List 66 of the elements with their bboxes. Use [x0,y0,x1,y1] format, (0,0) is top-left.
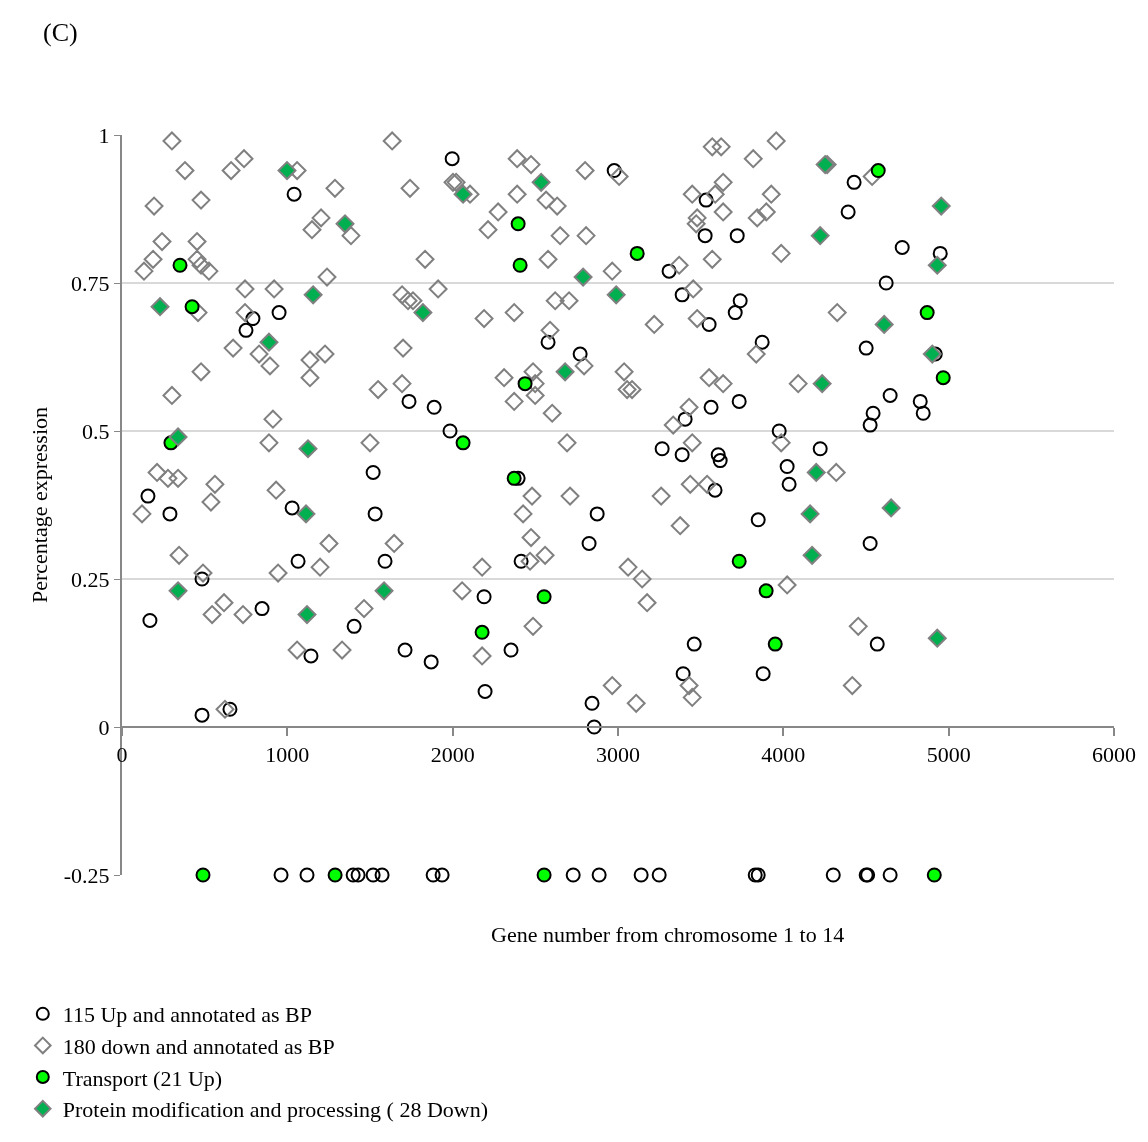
point [931,196,951,216]
point [303,285,323,305]
point [800,504,820,524]
x-tick-label: 3000 [596,742,640,768]
y-tick-label: -0.25 [63,862,110,888]
point [172,257,188,273]
point [758,583,774,599]
x-axis-title: Gene number from chromosome 1 to 14 [491,922,845,947]
point [731,553,747,569]
legend-label: Protein modification and processing ( 28 Down) [62,1097,489,1123]
y-tick-label: 0.75 [71,270,110,296]
point [510,216,526,232]
y-tick-label: 0.25 [71,566,110,592]
point [881,498,901,518]
point [298,439,318,459]
point [874,314,894,334]
point [926,867,942,883]
point [555,362,575,382]
y-tick-label: 1 [98,122,110,148]
x-tick-label: 5000 [926,742,971,768]
point [927,255,947,275]
y-axis-title: Percentage expression [27,406,53,604]
point [413,303,433,323]
point [802,545,822,565]
point [327,867,343,883]
text: (C) [43,18,78,47]
point [474,624,490,640]
point [629,245,645,261]
point [195,867,211,883]
point [517,376,533,392]
point [767,636,783,652]
point [506,470,522,486]
point [919,305,935,321]
legend-label: 180 down and annotated as BP [62,1034,335,1060]
point [259,332,279,352]
point [277,161,297,180]
x-tick-label: 4000 [761,742,806,768]
point [168,427,188,447]
point [335,214,355,234]
point [536,589,552,605]
point [935,370,951,386]
point [536,867,552,883]
point [922,344,942,364]
x-tick-label: 1000 [265,742,310,768]
y-tick-label: 0.5 [82,418,110,444]
legend-label: Transport (21 Up) [62,1065,223,1091]
point [806,462,826,482]
point [927,628,947,648]
point [168,581,188,601]
point [812,374,832,394]
point [374,581,394,601]
point [455,435,471,451]
legend-label: 115 Up and annotated as BP [62,1002,312,1028]
point [531,172,551,192]
point [512,257,528,273]
point [606,285,626,305]
point [453,184,473,204]
point [297,605,317,624]
point [296,504,316,524]
x-tick-label: 0 [116,742,128,768]
point [810,226,830,246]
x-tick-label: 2000 [430,742,475,768]
y-tick-label: 0 [98,714,110,740]
point [573,267,593,287]
point [150,297,170,317]
x-tick-label: 6000 [1092,742,1136,768]
